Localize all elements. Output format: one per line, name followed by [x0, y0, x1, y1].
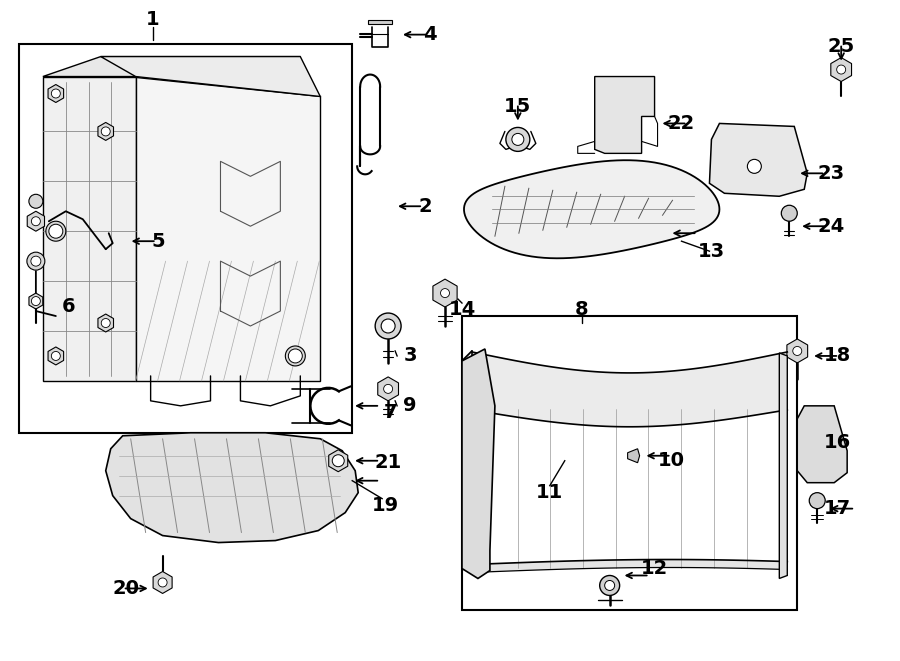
Circle shape	[285, 346, 305, 366]
Text: 5: 5	[152, 232, 166, 251]
Circle shape	[334, 456, 343, 465]
Circle shape	[793, 346, 802, 356]
Circle shape	[101, 319, 110, 327]
Text: 13: 13	[698, 242, 725, 260]
Text: 11: 11	[536, 483, 563, 502]
Circle shape	[29, 194, 43, 208]
Text: 1: 1	[146, 10, 159, 29]
Polygon shape	[98, 122, 113, 140]
Text: 18: 18	[824, 346, 850, 366]
Text: 4: 4	[423, 25, 436, 44]
Polygon shape	[136, 77, 320, 381]
Text: 8: 8	[575, 299, 589, 319]
Polygon shape	[472, 559, 788, 572]
Polygon shape	[472, 352, 788, 427]
Circle shape	[512, 134, 524, 145]
Circle shape	[599, 576, 619, 596]
Polygon shape	[709, 124, 807, 196]
Text: 6: 6	[62, 297, 76, 315]
Circle shape	[375, 313, 401, 339]
Polygon shape	[48, 347, 64, 365]
Polygon shape	[48, 222, 64, 240]
Circle shape	[51, 352, 60, 360]
Polygon shape	[595, 77, 654, 153]
Polygon shape	[627, 449, 640, 463]
Text: 10: 10	[658, 451, 685, 470]
Text: 12: 12	[641, 559, 668, 578]
Circle shape	[31, 256, 40, 266]
Text: 21: 21	[374, 453, 401, 472]
Circle shape	[809, 492, 825, 508]
Polygon shape	[43, 77, 136, 381]
Circle shape	[837, 65, 846, 74]
Circle shape	[781, 206, 797, 221]
Circle shape	[506, 128, 530, 151]
Text: 17: 17	[824, 499, 850, 518]
Polygon shape	[101, 57, 320, 97]
Text: 3: 3	[403, 346, 417, 366]
Circle shape	[49, 224, 63, 238]
Polygon shape	[433, 279, 457, 307]
Circle shape	[332, 455, 344, 467]
Polygon shape	[29, 293, 43, 309]
Circle shape	[27, 252, 45, 270]
Polygon shape	[105, 433, 358, 543]
Circle shape	[46, 221, 66, 241]
Circle shape	[51, 89, 60, 98]
Circle shape	[381, 319, 395, 333]
Polygon shape	[368, 20, 392, 24]
Polygon shape	[328, 449, 347, 472]
Circle shape	[32, 297, 40, 305]
Polygon shape	[27, 212, 44, 231]
Text: 24: 24	[817, 217, 845, 236]
Polygon shape	[797, 406, 847, 483]
Text: 20: 20	[112, 579, 140, 598]
Circle shape	[747, 159, 761, 173]
Circle shape	[288, 349, 302, 363]
Polygon shape	[48, 85, 64, 102]
Text: 9: 9	[403, 397, 417, 415]
Circle shape	[383, 385, 392, 393]
Circle shape	[32, 217, 40, 225]
Text: 2: 2	[418, 197, 432, 215]
Polygon shape	[464, 160, 719, 258]
Text: 7: 7	[383, 403, 397, 422]
Text: 25: 25	[828, 37, 855, 56]
Text: 22: 22	[668, 114, 695, 133]
Text: 16: 16	[824, 433, 850, 452]
Polygon shape	[831, 58, 851, 81]
Circle shape	[605, 580, 615, 590]
Bar	[462, 316, 797, 610]
Circle shape	[440, 289, 449, 297]
Polygon shape	[779, 353, 788, 578]
Text: 15: 15	[504, 97, 532, 116]
Circle shape	[158, 578, 167, 587]
Circle shape	[51, 227, 60, 236]
Polygon shape	[378, 377, 399, 401]
Polygon shape	[98, 314, 113, 332]
Circle shape	[101, 127, 110, 136]
Polygon shape	[43, 57, 301, 77]
Polygon shape	[153, 572, 172, 594]
Polygon shape	[462, 349, 495, 578]
Polygon shape	[787, 339, 807, 363]
Text: 23: 23	[817, 164, 845, 183]
Text: 19: 19	[372, 496, 399, 515]
Bar	[19, 44, 352, 433]
Text: 14: 14	[448, 299, 475, 319]
